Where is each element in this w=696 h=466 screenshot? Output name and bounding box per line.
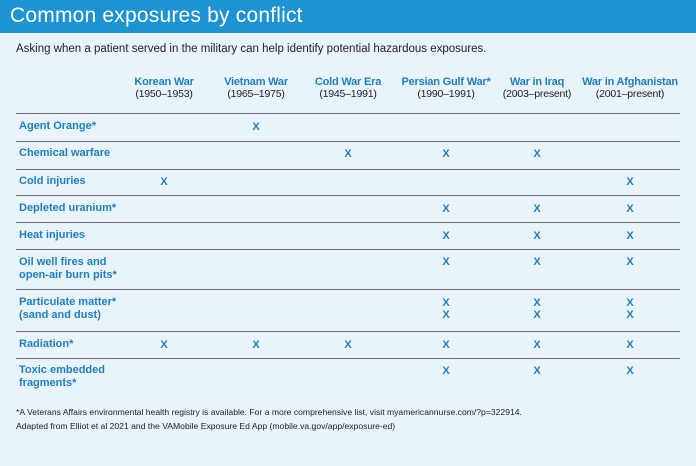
row-label: Oil well fires and open-air burn pits* bbox=[19, 256, 117, 282]
column-header-years: (2001–present) bbox=[595, 88, 665, 100]
column-header: Korean War (1950–1953) bbox=[109, 76, 219, 100]
exposure-mark: X bbox=[442, 297, 450, 309]
exposure-mark: X bbox=[442, 365, 450, 377]
exposure-mark: X bbox=[626, 256, 634, 268]
column-header-name: Persian Gulf War* bbox=[401, 76, 491, 88]
exposure-mark: X bbox=[533, 203, 541, 215]
column-header: Vietnam War (1965–1975) bbox=[201, 76, 311, 100]
exposure-mark: X bbox=[626, 176, 634, 188]
exposure-mark: X bbox=[442, 148, 450, 160]
row-label-line: Radiation* bbox=[19, 338, 74, 350]
exposure-mark: X bbox=[626, 339, 634, 351]
exposure-mark: X bbox=[160, 176, 168, 188]
column-header-name: Vietnam War bbox=[224, 76, 288, 88]
exposure-mark: X bbox=[252, 121, 260, 133]
row-label: Heat injuries bbox=[19, 229, 85, 242]
row-label-line: Cold injuries bbox=[19, 175, 86, 187]
exposure-mark: X bbox=[344, 148, 352, 160]
row-divider bbox=[16, 195, 680, 196]
row-label: Toxic embedded fragments* bbox=[19, 364, 105, 390]
column-header: Cold War Era (1945–1991) bbox=[293, 76, 403, 100]
row-divider bbox=[16, 249, 680, 250]
row-divider bbox=[16, 358, 680, 359]
footnote-registry: *A Veterans Affairs environmental health… bbox=[16, 407, 522, 417]
exposure-mark: X bbox=[626, 365, 634, 377]
row-label-line: fragments* bbox=[19, 377, 77, 389]
column-header-years: (1950–1953) bbox=[135, 88, 193, 100]
row-label: Cold injuries bbox=[19, 175, 86, 188]
column-header-name: Cold War Era bbox=[314, 76, 382, 88]
row-label: Agent Orange* bbox=[19, 120, 96, 133]
row-label-line: Depleted uranium* bbox=[19, 202, 117, 214]
column-header: Persian Gulf War* (1990–1991) bbox=[391, 76, 501, 100]
row-label-line: Chemical warfare bbox=[19, 147, 111, 159]
exposure-mark: X bbox=[533, 148, 541, 160]
footnote-source: Adapted from Elliot et al 2021 and the V… bbox=[16, 421, 396, 431]
row-label: Depleted uranium* bbox=[19, 202, 116, 215]
column-header-years: (1965–1975) bbox=[227, 88, 285, 100]
row-label-line: Oil well fires and bbox=[19, 256, 107, 268]
row-label: Chemical warfare bbox=[19, 147, 110, 160]
exposure-mark: X bbox=[533, 297, 541, 309]
exposure-mark: X bbox=[626, 309, 634, 321]
exposure-mark: X bbox=[160, 339, 168, 351]
exposure-mark: X bbox=[533, 365, 541, 377]
exposure-mark: X bbox=[442, 309, 450, 321]
intro-text: Asking when a patient served in the mili… bbox=[16, 43, 487, 55]
exposure-mark: X bbox=[626, 203, 634, 215]
title-bar: Common exposures by conflict bbox=[0, 0, 696, 33]
row-label: Radiation* bbox=[19, 338, 73, 351]
column-header-name: Korean War bbox=[134, 76, 194, 88]
row-divider bbox=[16, 169, 680, 170]
column-header-years: (1945–1991) bbox=[319, 88, 377, 100]
exposure-mark: X bbox=[533, 256, 541, 268]
exposure-mark: X bbox=[533, 309, 541, 321]
exposure-mark: X bbox=[533, 230, 541, 242]
exposure-mark: X bbox=[626, 230, 634, 242]
column-header-years: (2003–present) bbox=[502, 88, 572, 100]
exposure-mark: X bbox=[442, 339, 450, 351]
row-label-line: open-air burn pits* bbox=[19, 269, 117, 281]
column-header-years: (1990–1991) bbox=[417, 88, 475, 100]
exposure-mark: X bbox=[533, 339, 541, 351]
exposure-mark: X bbox=[344, 339, 352, 351]
column-header-name: War in Iraq bbox=[509, 76, 565, 88]
row-label-line: (sand and dust) bbox=[19, 309, 101, 321]
exposure-mark: X bbox=[252, 339, 260, 351]
exposure-mark: X bbox=[442, 230, 450, 242]
row-label: Particulate matter* (sand and dust) bbox=[19, 296, 116, 322]
row-label-line: Toxic embedded bbox=[19, 364, 105, 376]
row-label-line: Agent Orange* bbox=[19, 120, 97, 132]
column-header-name: War in Afghanistan bbox=[582, 76, 678, 88]
row-divider bbox=[16, 141, 680, 142]
row-divider bbox=[16, 331, 680, 332]
row-divider bbox=[16, 113, 680, 114]
row-label-line: Particulate matter* bbox=[19, 296, 117, 308]
column-header: War in Afghanistan (2001–present) bbox=[575, 76, 685, 100]
exposure-mark: X bbox=[626, 297, 634, 309]
row-divider bbox=[16, 289, 680, 290]
row-label-line: Heat injuries bbox=[19, 229, 86, 241]
exposure-mark: X bbox=[442, 256, 450, 268]
page-title: Common exposures by conflict bbox=[10, 4, 303, 27]
exposure-mark: X bbox=[442, 203, 450, 215]
row-divider bbox=[16, 222, 680, 223]
column-header: War in Iraq (2003–present) bbox=[482, 76, 592, 100]
